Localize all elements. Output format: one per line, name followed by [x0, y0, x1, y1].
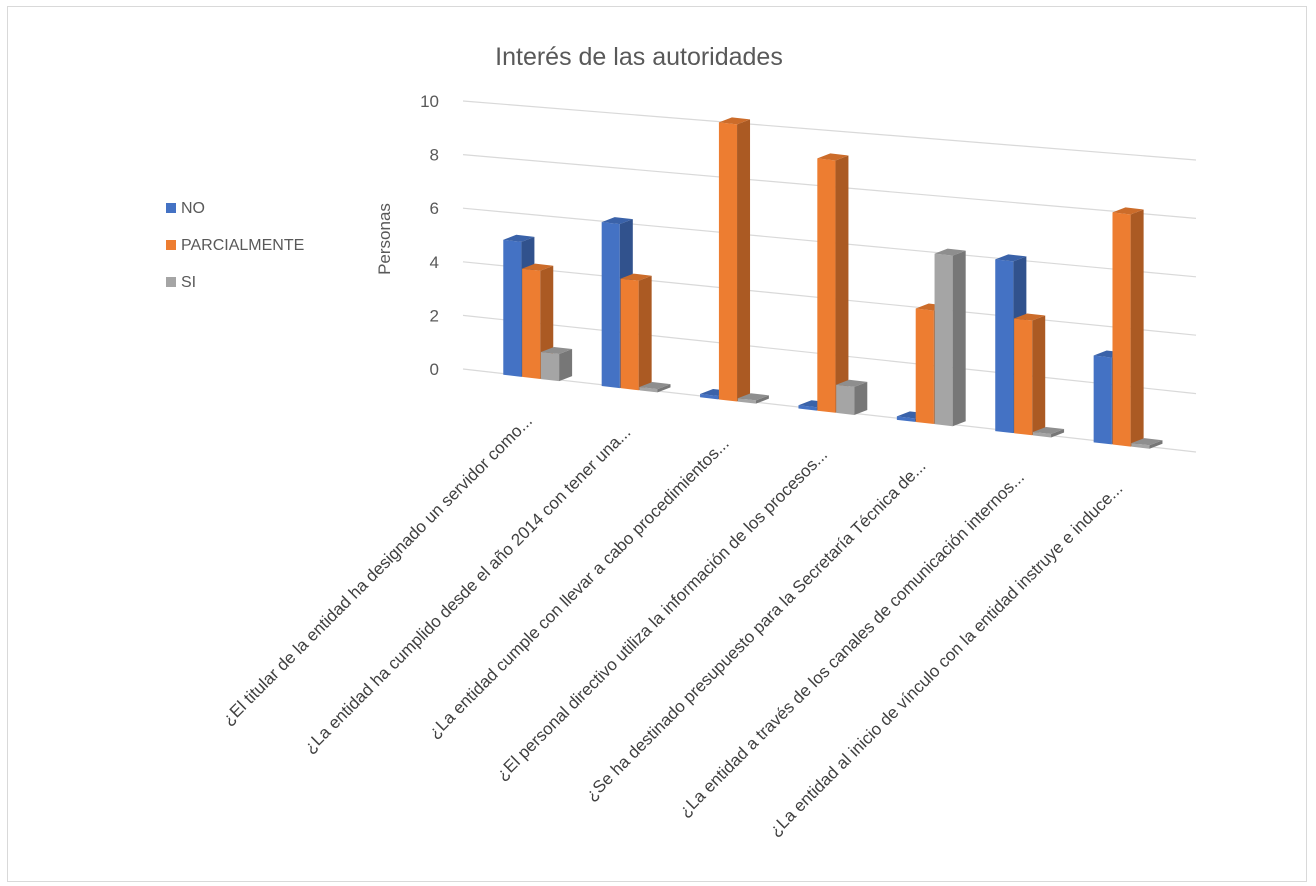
bar-front-face [1112, 212, 1131, 447]
bar-top-face [601, 217, 633, 225]
bar-parcialmente-2 [620, 273, 652, 391]
bar-front-face [1032, 431, 1052, 438]
bar-top-face [1131, 438, 1163, 446]
bar-parcialmente-4 [817, 153, 849, 413]
bar-top-face [639, 382, 671, 390]
bar-front-face [503, 239, 522, 377]
legend-label: PARCIALMENTE [181, 237, 304, 254]
bar-si-6 [1032, 426, 1065, 438]
bar-top-face [1014, 313, 1046, 321]
bar-front-face [540, 351, 560, 382]
bar-side-face [755, 395, 769, 404]
bar-top-face [1112, 207, 1144, 215]
bar-front-face [1014, 318, 1033, 436]
bar-top-face [522, 263, 554, 271]
bar-side-face [952, 250, 966, 427]
bar-side-face [657, 384, 671, 393]
bar-top-face [737, 393, 769, 401]
bar-top-face [934, 248, 966, 256]
bar-front-face [718, 122, 738, 402]
bar-side-face [559, 349, 573, 382]
legend-swatch [166, 203, 176, 213]
bar-si-3 [737, 393, 769, 404]
bar-front-face [817, 158, 836, 413]
bar-front-face [700, 393, 719, 400]
bar-front-face [934, 253, 953, 427]
bar-front-face [1093, 355, 1112, 445]
bar-front-face [737, 398, 756, 404]
bar-parcialmente-6 [1014, 313, 1046, 436]
bar-parcialmente-7 [1112, 207, 1144, 447]
chart-title: Interés de las autoridades [495, 43, 783, 71]
gridline [462, 100, 1197, 161]
x-axis-categories: ¿El titular de la entidad ha designado u… [219, 411, 1127, 840]
bar-top-face [1032, 426, 1065, 435]
bar-side-face [1149, 440, 1163, 449]
x-category-label: ¿La entidad al inicio de vínculo con la … [765, 479, 1126, 840]
bar-side-face [854, 381, 868, 415]
y-axis-ticks: 0 2 4 6 8 10 [420, 92, 439, 379]
bar-side-face [737, 119, 751, 402]
y-axis-label: Personas [375, 203, 394, 275]
bar-top-face [503, 234, 535, 242]
bar-top-face [836, 379, 868, 387]
bar-front-face [836, 384, 855, 415]
bar-top-face [620, 273, 652, 281]
legend-swatch [166, 240, 176, 250]
y-tick-label: 6 [430, 199, 439, 218]
bar-si-1 [540, 346, 573, 382]
bar-si-4 [836, 379, 868, 415]
bar-top-face [995, 254, 1027, 262]
bar-front-face [522, 268, 541, 379]
bar-parcialmente-3 [718, 117, 751, 402]
y-tick-label: 0 [430, 360, 439, 379]
bar-top-face [817, 153, 849, 161]
y-tick-label: 4 [430, 253, 439, 272]
bar-front-face [639, 387, 658, 393]
bar-front-face [995, 259, 1014, 434]
bar-si-7 [1131, 438, 1163, 449]
bar-front-face [620, 278, 639, 391]
bar-si-5 [934, 248, 966, 427]
legend-label: SI [181, 274, 196, 291]
bars [503, 117, 1163, 449]
legend: NO PARCIALMENTE SI [166, 200, 304, 291]
bar-side-face [1032, 315, 1046, 436]
bar-front-face [896, 416, 915, 422]
bar-front-face [1131, 443, 1150, 449]
bar-top-face [718, 117, 751, 125]
legend-swatch [166, 277, 176, 287]
bar-front-face [915, 308, 934, 425]
bar-side-face [638, 275, 652, 391]
bar-chart: 0 2 4 6 8 10 ¿El titular de la entidad ha des… [166, 43, 1197, 840]
bar-side-face [1130, 209, 1144, 447]
bar-side-face [835, 155, 849, 413]
chart-area: 0 2 4 6 8 10 ¿El titular de la entidad ha des… [7, 6, 1307, 882]
y-tick-label: 10 [420, 92, 439, 111]
bar-top-face [540, 346, 573, 355]
bar-side-face [1051, 429, 1065, 438]
y-tick-label: 2 [430, 306, 439, 325]
bar-front-face [601, 222, 620, 389]
legend-label: NO [181, 200, 205, 217]
bar-front-face [798, 405, 817, 411]
bar-si-2 [639, 382, 671, 393]
y-tick-label: 8 [430, 146, 439, 165]
